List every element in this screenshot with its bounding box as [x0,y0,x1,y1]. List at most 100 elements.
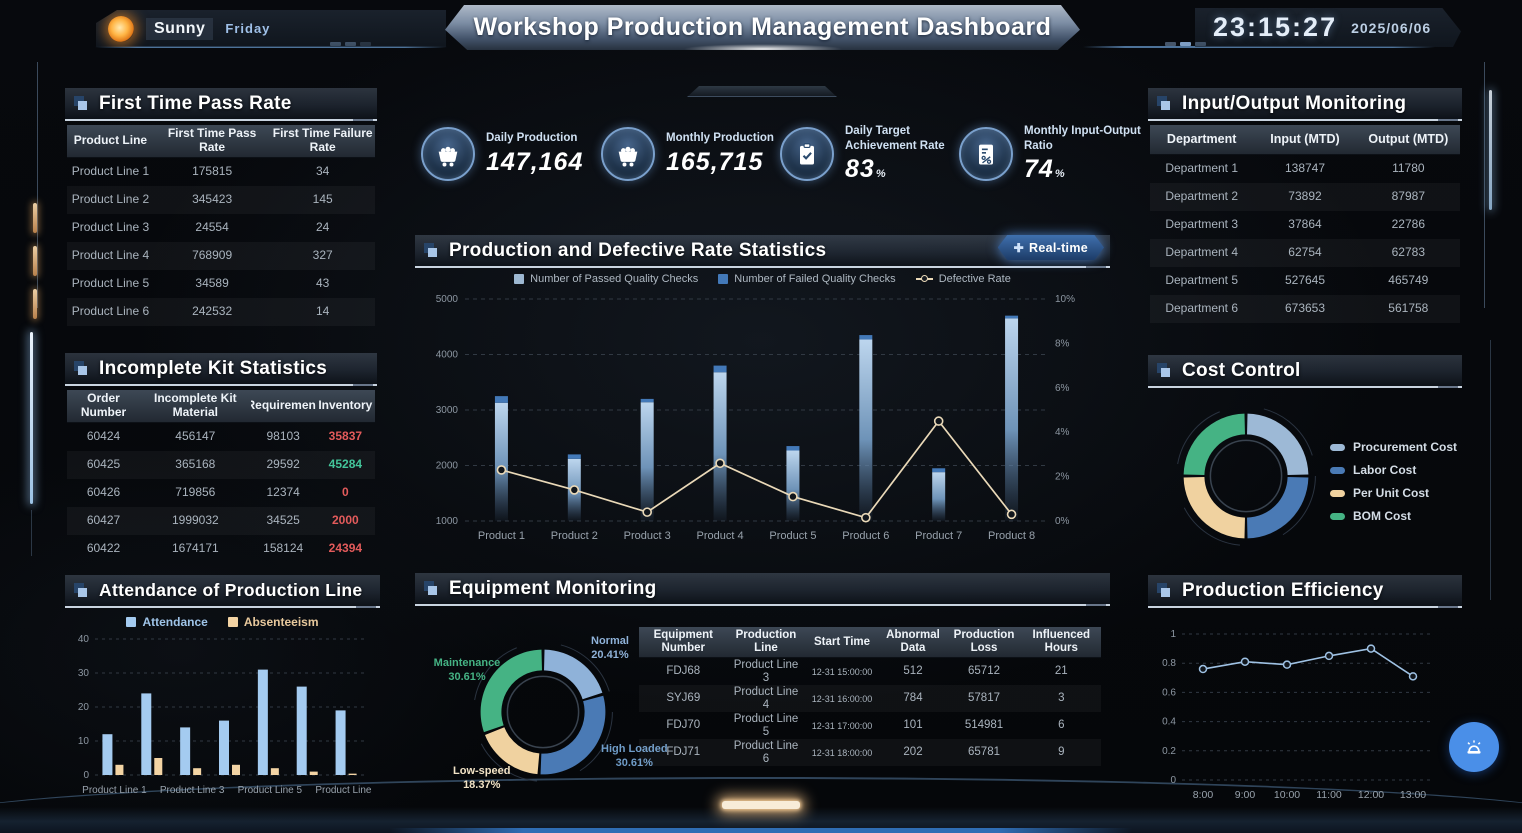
table-cell: 9 [1058,746,1065,759]
legend-label: Defective Rate [938,273,1011,285]
table-cell: 327 [312,248,333,262]
sun-icon [108,15,134,42]
svg-text:Product Line 7: Product Line 7 [315,785,373,796]
table-cell: SYJ69 [666,692,701,705]
table-cell: 175815 [192,164,233,178]
table-cell: Product Line 4 [71,248,150,262]
column-header: First Time Failure Rate [272,127,373,154]
panel-header: Production and Defective Rate Statistics… [415,235,1110,268]
svg-text:0.2: 0.2 [1162,746,1176,757]
table-cell: 3 [1058,692,1065,705]
table-row: 60426 719856 12374 0 [67,479,375,507]
alarm-button[interactable] [1449,722,1499,772]
table-cell: 784 [903,692,923,705]
siren-icon [1467,740,1481,754]
table-cell: 60426 [86,485,121,499]
real-time-label: Real-time [1029,240,1088,255]
panel-bullet-icon [424,242,440,259]
table-cell: Department 5 [1165,274,1239,288]
table-cell: 1999032 [171,513,219,527]
table-cell: 60425 [86,457,121,471]
table-row: Department 4 62754 62783 [1150,239,1460,267]
column-header: Inventory [318,398,373,412]
frame-decoration [37,62,38,308]
column-header: Equipment Number [653,629,713,655]
legend-label: Labor Cost [1353,463,1417,477]
table-cell: 1674171 [171,541,219,555]
table-cell: 12-31 18:00:00 [811,747,873,758]
svg-text:8:00: 8:00 [1193,789,1214,801]
svg-text:10:00: 10:00 [1274,789,1300,801]
panel-header: Incomplete Kit Statistics [65,353,377,386]
table-header-row: Product Line First Time Pass Rate First Ti… [67,125,375,158]
panel-header: Input/Output Monitoring [1148,88,1462,121]
panel-cost-control: Cost Control Procurement Cost Labor Cost… [1148,355,1462,561]
svg-text:0.8: 0.8 [1162,658,1176,669]
page-title: Workshop Production Management Dashboard [473,13,1052,41]
table-cell: 57817 [968,692,1000,705]
table-cell: 242532 [192,304,233,318]
svg-text:40: 40 [78,634,90,645]
table-cell: Product Line 1 [71,164,150,178]
table-cell: Product Line 3 [71,220,150,234]
svg-text:3000: 3000 [436,405,459,416]
table-cell: 527645 [1284,274,1326,288]
table-cell: 719856 [175,485,216,499]
table-cell: 345423 [192,192,233,206]
table-cell: 12-31 16:00:00 [811,693,873,704]
panel-header: Attendance of Production Line [65,575,380,608]
column-header: Department [1166,132,1237,147]
legend-label: Number of Failed Quality Checks [734,273,896,285]
production-efficiency-chart: 0 0.2 0.4 0.6 0.8 1 8:00 9:00 10:00 11:00 12:00 13:… [1162,629,1434,801]
production-defective-chart: 1000 2000 3000 4000 5000 0% 2% 4% 6% 8% 10% Product… [436,294,1075,542]
frame-warm-light [33,246,37,276]
cost-control-legend: Procurement Cost Labor Cost Per Unit Cos… [1330,440,1457,523]
weather-widget: Sunny Friday [96,10,446,47]
table-cell: 514981 [964,719,1004,732]
table-cell: Product Line 6 [733,739,799,765]
table-cell: Department 1 [1165,162,1239,176]
svg-text:4%: 4% [1055,427,1070,438]
svg-text:1: 1 [1170,629,1176,640]
panel-input-output: Input/Output Monitoring Department Input … [1148,88,1462,328]
weather-day: Friday [225,21,271,36]
table-cell: 34589 [195,276,229,290]
kpi-input-output-ratio: Monthly Input-Output Ratio 74% [959,118,1142,190]
panel-title: Input/Output Monitoring [1182,92,1407,114]
svg-text:Product 4: Product 4 [697,530,744,542]
mine-cart-icon [421,127,475,181]
table-row: 60427 1999032 34525 2000 [67,506,375,535]
table-cell: Department 2 [1165,190,1239,204]
frame-decoration [1490,340,1491,600]
table-cell: 11780 [1392,162,1425,176]
attendance-chart: 0 10 20 30 40 Product Line 1 Product Line 3 Pro… [78,634,380,796]
svg-text:Product Line 1: Product Line 1 [82,785,147,796]
svg-text:0: 0 [1170,775,1176,786]
table-cell: 14 [315,304,330,318]
equipment-donut-chart [473,642,613,782]
procurement-cost-swatch [1330,443,1345,451]
real-time-badge[interactable]: ❮ ✚ Real-time ❯ [997,235,1104,260]
panel-production-efficiency: Production Efficiency 0 0.2 0.4 0.6 0.8 1 8:00… [1148,575,1462,808]
panel-title: Production Efficiency [1182,579,1384,601]
mine-cart-icon [601,127,655,181]
panel-bullet-icon [1157,95,1173,112]
kpi-daily-production: Daily Production 147,164 [421,118,583,190]
table-cell: 62783 [1391,246,1425,260]
table-cell: 24 [315,220,330,234]
slice-label: Low-speed [453,765,511,777]
table-cell: 22786 [1391,218,1425,232]
kpi-value: 147,164 [486,147,584,176]
panel-header: Production Efficiency [1148,575,1462,608]
panel-title: Equipment Monitoring [449,577,657,599]
clock-widget: 23:15:27 2025/06/06 [1195,8,1461,47]
svg-text:2000: 2000 [436,461,459,472]
svg-text:10%: 10% [1055,294,1075,305]
panel-title: Attendance of Production Line [99,580,363,600]
equipment-table: Equipment Number Production Line Start Tim… [637,623,1103,767]
clock-date: 2025/06/06 [1351,19,1432,36]
table-cell: 12-31 15:00:00 [811,666,873,677]
kpi-daily-target-rate: Daily Target Achievement Rate 83% [780,118,963,190]
table-cell: 73892 [1288,190,1322,204]
frame-bottom-glow [722,801,800,809]
